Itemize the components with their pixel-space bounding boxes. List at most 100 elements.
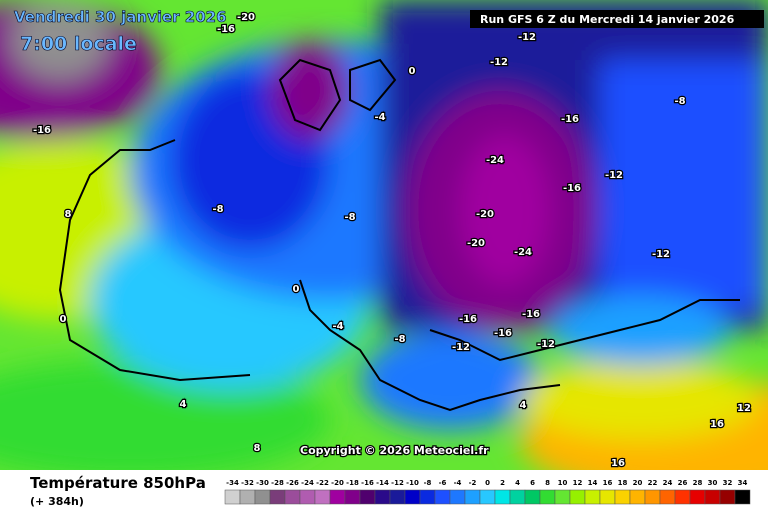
legend-swatch <box>464 489 481 505</box>
legend-label: 6 <box>530 479 535 487</box>
legend-label: -12 <box>391 479 404 487</box>
legend-swatch <box>509 489 526 505</box>
contour-label: -16 <box>561 114 579 125</box>
legend-label: 2 <box>500 479 505 487</box>
contour-label: -12 <box>605 170 623 181</box>
legend-swatch <box>239 489 256 505</box>
contour-label: -20 <box>476 209 494 220</box>
legend-label: -4 <box>454 479 462 487</box>
legend-swatch <box>284 489 301 505</box>
contour-label: 4 <box>520 400 527 411</box>
legend-label: 32 <box>723 479 733 487</box>
legend-swatch <box>704 489 721 505</box>
legend-swatch <box>599 489 616 505</box>
contour-label: -16 <box>33 125 51 136</box>
legend-swatch <box>299 489 316 505</box>
legend-swatch <box>359 489 376 505</box>
contour-label: -16 <box>522 309 540 320</box>
contour-label: 4 <box>180 399 187 410</box>
legend-swatch <box>479 489 496 505</box>
legend-label: 24 <box>663 479 673 487</box>
legend-swatch <box>644 489 661 505</box>
legend-label: 26 <box>678 479 688 487</box>
run: Run GFS 6 Z du Mercredi 14 janvier 2026 <box>480 13 735 26</box>
legend-swatch <box>314 489 331 505</box>
run-box <box>470 10 764 28</box>
legend-swatch <box>419 489 436 505</box>
legend-swatch <box>224 489 241 505</box>
legend-swatch <box>269 489 286 505</box>
legend-label: -20 <box>331 479 344 487</box>
legend-label: 28 <box>693 479 703 487</box>
contour-label: -4 <box>374 112 385 123</box>
legend-label: -34 <box>226 479 239 487</box>
legend-label: -14 <box>376 479 389 487</box>
contour-label: -12 <box>490 57 508 68</box>
contour-label: -16 <box>563 183 581 194</box>
date: Vendredi 30 janvier 2026 <box>14 8 227 26</box>
contour-label: -12 <box>518 32 536 43</box>
legend-label: 18 <box>618 479 628 487</box>
contour-label: 16 <box>710 419 724 430</box>
legend-swatch <box>449 489 466 505</box>
legend-label: -2 <box>469 479 477 487</box>
contour-label: -8 <box>394 334 405 345</box>
contour-labels: -24-24-20-20-16-16-16-16-16-12-12-12-12-… <box>32 11 753 471</box>
legend-label: 20 <box>633 479 643 487</box>
contour-label: -16 <box>459 314 477 325</box>
legend-swatch <box>614 489 631 505</box>
legend-swatch <box>674 489 691 505</box>
contour-label: 0 <box>293 284 300 295</box>
legend-label: -18 <box>346 479 359 487</box>
legend-label: -24 <box>301 479 314 487</box>
legend-swatch <box>524 489 541 505</box>
contour-label: 0 <box>409 66 416 77</box>
lead-time: (+ 384h) <box>30 495 84 508</box>
legend-label: 12 <box>573 479 583 487</box>
legend-swatch <box>254 489 271 505</box>
legend-label: -6 <box>439 479 447 487</box>
legend-label: -10 <box>406 479 419 487</box>
legend-label: -30 <box>256 479 269 487</box>
legend-label: 34 <box>738 479 748 487</box>
coastlines <box>58 58 740 412</box>
contour-label: -8 <box>344 212 355 223</box>
contour-label: 8 <box>254 443 261 454</box>
legend-label: 16 <box>603 479 613 487</box>
legend-label: 8 <box>545 479 550 487</box>
contour-label: -20 <box>467 238 485 249</box>
legend-swatch <box>689 489 706 505</box>
legend-swatch <box>734 489 751 505</box>
map <box>0 0 768 500</box>
legend-swatch <box>344 489 361 505</box>
legend-label: -8 <box>424 479 432 487</box>
copyright: Copyright © 2026 Meteociel.fr <box>300 444 489 457</box>
contour-label: -8 <box>674 96 685 107</box>
legend-label: -32 <box>241 479 254 487</box>
contour-label: -4 <box>332 321 343 332</box>
contour-label: -20 <box>237 12 255 23</box>
contour-label: -24 <box>486 155 504 166</box>
legend-label: 30 <box>708 479 718 487</box>
legend-label: -22 <box>316 479 329 487</box>
legend-swatch <box>539 489 556 505</box>
legend-swatch <box>494 489 511 505</box>
legend-label: 22 <box>648 479 658 487</box>
legend-swatch <box>659 489 676 505</box>
legend-swatch <box>404 489 421 505</box>
legend-label: 0 <box>485 479 490 487</box>
contour-label: 8 <box>65 209 72 220</box>
contour-label: 12 <box>737 403 751 414</box>
time: 7:00 locale <box>20 33 137 55</box>
contour-label: -24 <box>514 247 532 258</box>
legend-swatch <box>554 489 571 505</box>
legend-swatch <box>569 489 586 505</box>
contour-label: -8 <box>212 204 223 215</box>
contour-label: 0 <box>60 314 67 325</box>
legend-swatch <box>584 489 601 505</box>
legend-swatch <box>434 489 451 505</box>
contour-label: 16 <box>611 458 625 469</box>
legend-swatch <box>389 489 406 505</box>
legend-label: -16 <box>361 479 374 487</box>
